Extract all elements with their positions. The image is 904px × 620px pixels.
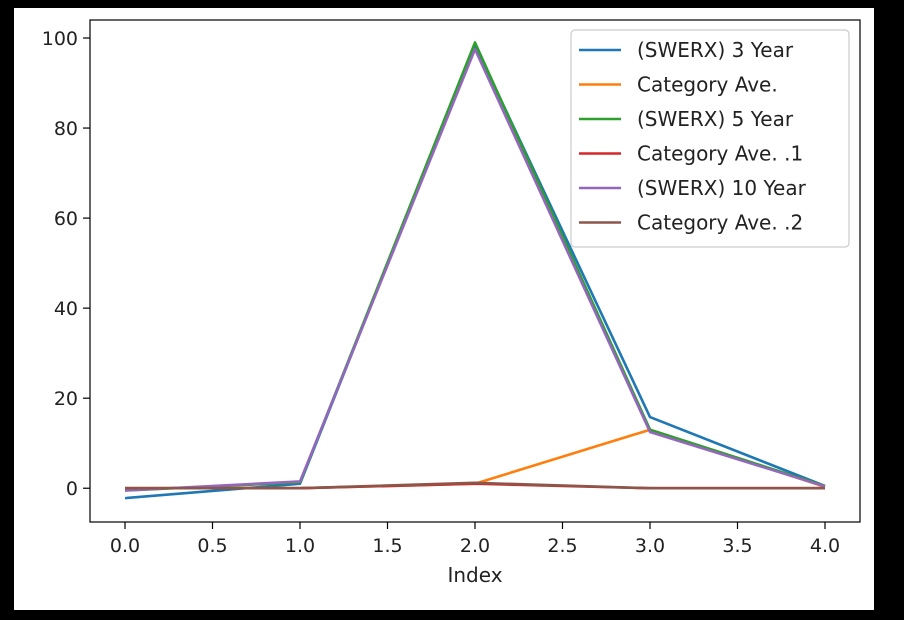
x-tick-label: 1.0 <box>285 535 315 557</box>
legend-label: (SWERX) 10 Year <box>637 176 807 200</box>
x-tick-label: 2.0 <box>460 535 490 557</box>
line-chart: 0.0 0.5 1.0 1.5 2.0 2.5 3.0 3.5 4.0 0 20 40 60 80 100… <box>42 19 861 587</box>
x-axis-label: Index <box>447 563 502 587</box>
y-axis-ticks: 0 20 40 60 80 100 <box>42 28 90 500</box>
x-tick-label: 0.0 <box>110 535 140 557</box>
legend-box <box>570 29 850 248</box>
series-line-6 <box>125 481 825 490</box>
x-tick-label: 2.5 <box>547 535 577 557</box>
legend: (SWERX) 3 Year Category Ave. (SWERX) 5 Yea… <box>570 29 850 248</box>
y-tick-label: 20 <box>54 388 78 410</box>
x-tick-label: 1.5 <box>372 535 402 557</box>
legend-label: Category Ave. .1 <box>637 142 803 166</box>
x-tick-label: 0.5 <box>197 535 227 557</box>
y-tick-label: 40 <box>54 298 78 320</box>
figure-canvas: 0.0 0.5 1.0 1.5 2.0 2.5 3.0 3.5 4.0 0 20 40 60 80 100… <box>14 8 874 610</box>
series-line-5 <box>124 47 826 492</box>
x-tick-label: 3.0 <box>635 535 665 557</box>
y-tick-label: 0 <box>66 478 78 500</box>
y-tick-label: 60 <box>54 208 78 230</box>
legend-label: Category Ave. .2 <box>637 211 803 235</box>
y-tick-label: 80 <box>54 118 78 140</box>
x-axis-ticks: 0.0 0.5 1.0 1.5 2.0 2.5 3.0 3.5 4.0 <box>110 522 840 557</box>
legend-label: (SWERX) 5 Year <box>637 107 794 131</box>
legend-label: (SWERX) 3 Year <box>637 38 794 62</box>
legend-label: Category Ave. <box>637 73 778 97</box>
series-layer <box>124 41 826 500</box>
series-line-2 <box>125 428 826 490</box>
x-tick-label: 4.0 <box>810 535 840 557</box>
x-tick-label: 3.5 <box>722 535 752 557</box>
y-tick-label: 100 <box>42 28 78 50</box>
